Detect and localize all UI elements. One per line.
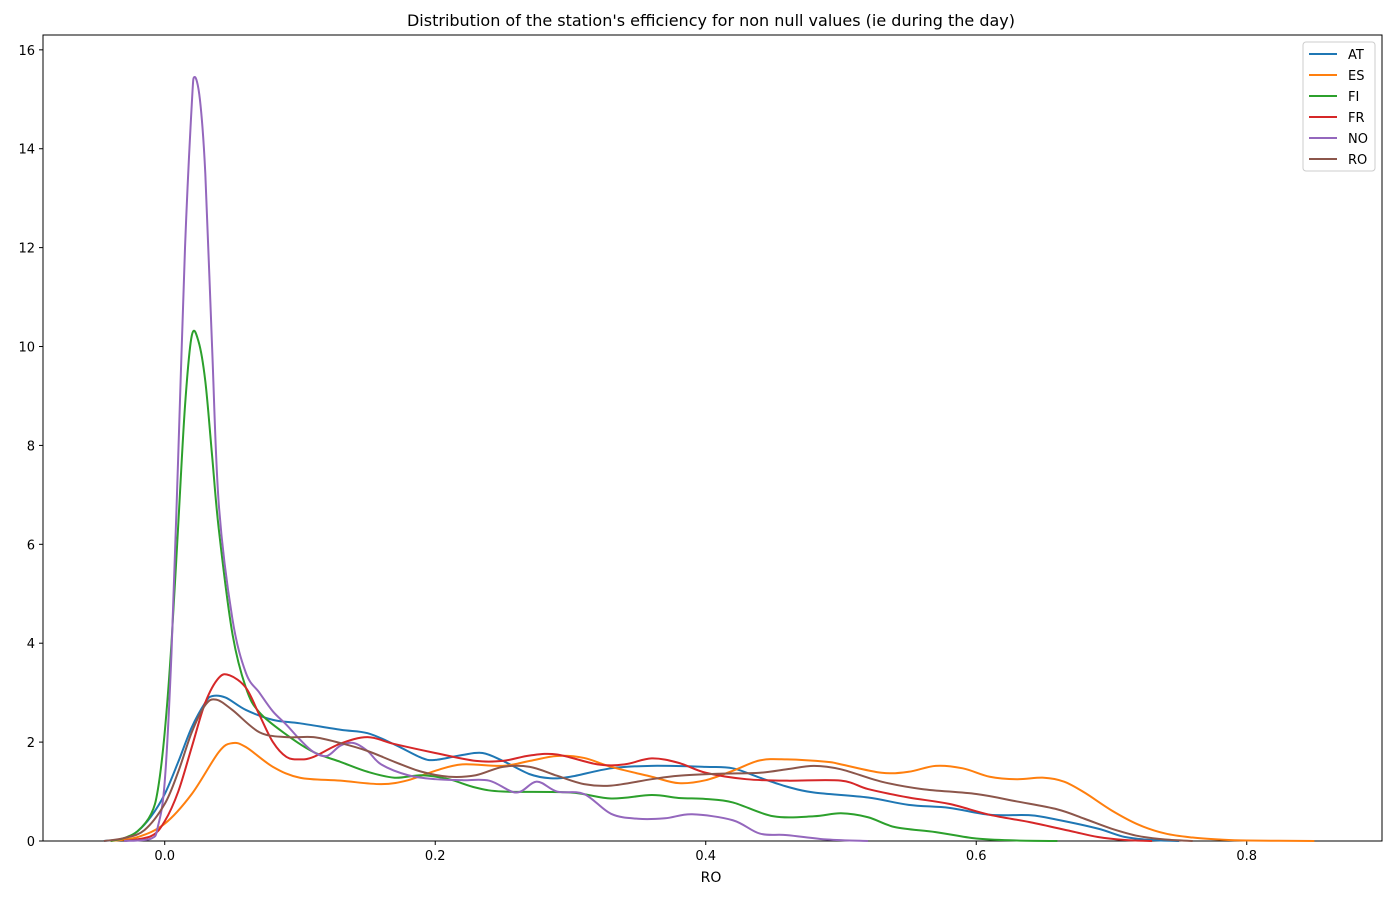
legend-box <box>1302 41 1376 172</box>
y-tick-label: 10 <box>18 341 35 356</box>
y-tick-label: 12 <box>18 242 35 257</box>
series-line-no <box>124 76 869 842</box>
x-tick-label: 0.2 <box>425 849 446 864</box>
y-tick-label: 4 <box>27 637 35 652</box>
legend: AT ES FI FR NO RO <box>1302 41 1376 172</box>
chart-title: Distribution of the station's efficiency… <box>407 11 1015 30</box>
y-tick-label: 0 <box>27 835 35 850</box>
x-tick-label: 0.6 <box>966 849 987 864</box>
y-tick-label: 16 <box>18 44 35 59</box>
legend-label-no: NO <box>1348 132 1368 147</box>
x-tick-label: 0.4 <box>695 849 716 864</box>
series-line-ro <box>103 698 1193 842</box>
x-axis-ticks: 0.0 0.2 0.4 0.6 0.8 <box>154 841 1257 864</box>
y-tick-label: 6 <box>27 538 35 553</box>
series-line-es <box>110 741 1315 842</box>
y-tick-label: 14 <box>18 143 35 158</box>
legend-label-fi: FI <box>1348 90 1359 105</box>
plot-area-frame <box>42 34 1383 842</box>
series-line-fi <box>110 329 1058 842</box>
x-tick-label: 0.8 <box>1236 849 1257 864</box>
x-tick-label: 0.0 <box>154 849 175 864</box>
legend-label-fr: FR <box>1348 111 1365 126</box>
series-line-fr <box>123 673 1153 842</box>
legend-label-ro: RO <box>1348 153 1367 168</box>
y-tick-label: 2 <box>27 736 35 751</box>
y-axis-ticks: 0 2 4 6 8 10 12 14 16 <box>18 44 43 850</box>
x-axis-title: RO <box>701 870 722 886</box>
legend-label-es: ES <box>1348 69 1364 84</box>
series-lines <box>103 76 1315 842</box>
legend-label-at: AT <box>1348 48 1364 63</box>
y-tick-label: 8 <box>27 439 35 454</box>
